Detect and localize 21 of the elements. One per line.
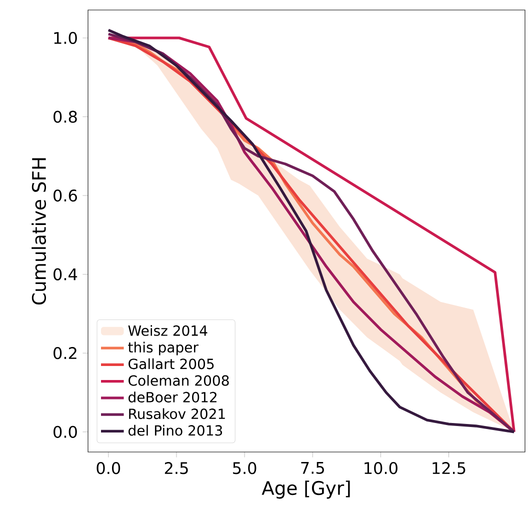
legend-label: Gallart 2005 (128, 358, 214, 370)
x-tick-label: 0.0 (96, 462, 120, 474)
y-tick-label: 1.0 (54, 32, 77, 44)
x-tick-label: 5.0 (233, 462, 256, 474)
x-tick-label: 7.5 (301, 462, 324, 474)
y-tick-label: 0.6 (54, 189, 77, 202)
y-tick-label: 0.0 (54, 426, 77, 438)
legend-label: Weisz 2014 (128, 325, 208, 336)
x-tick-label: 10.0 (364, 462, 398, 474)
legend-label: Coleman 2008 (128, 375, 229, 386)
y-tick-label: 0.8 (54, 110, 77, 123)
legend-label: del Pino 2013 (128, 424, 222, 436)
y-tick-label: 0.2 (54, 347, 76, 360)
x-tick-label: 12.5 (432, 462, 466, 474)
y-axis-title: Cumulative SFH (32, 158, 46, 304)
y-tick-label: 0.4 (54, 268, 78, 280)
x-tick-label: 2.5 (164, 462, 188, 474)
x-axis-title: Age [Gyr] (262, 480, 350, 499)
legend-label: this paper (128, 342, 198, 356)
legend-label: Rusakov 2021 (129, 408, 225, 420)
legend-label: deBoer 2012 (128, 392, 216, 402)
